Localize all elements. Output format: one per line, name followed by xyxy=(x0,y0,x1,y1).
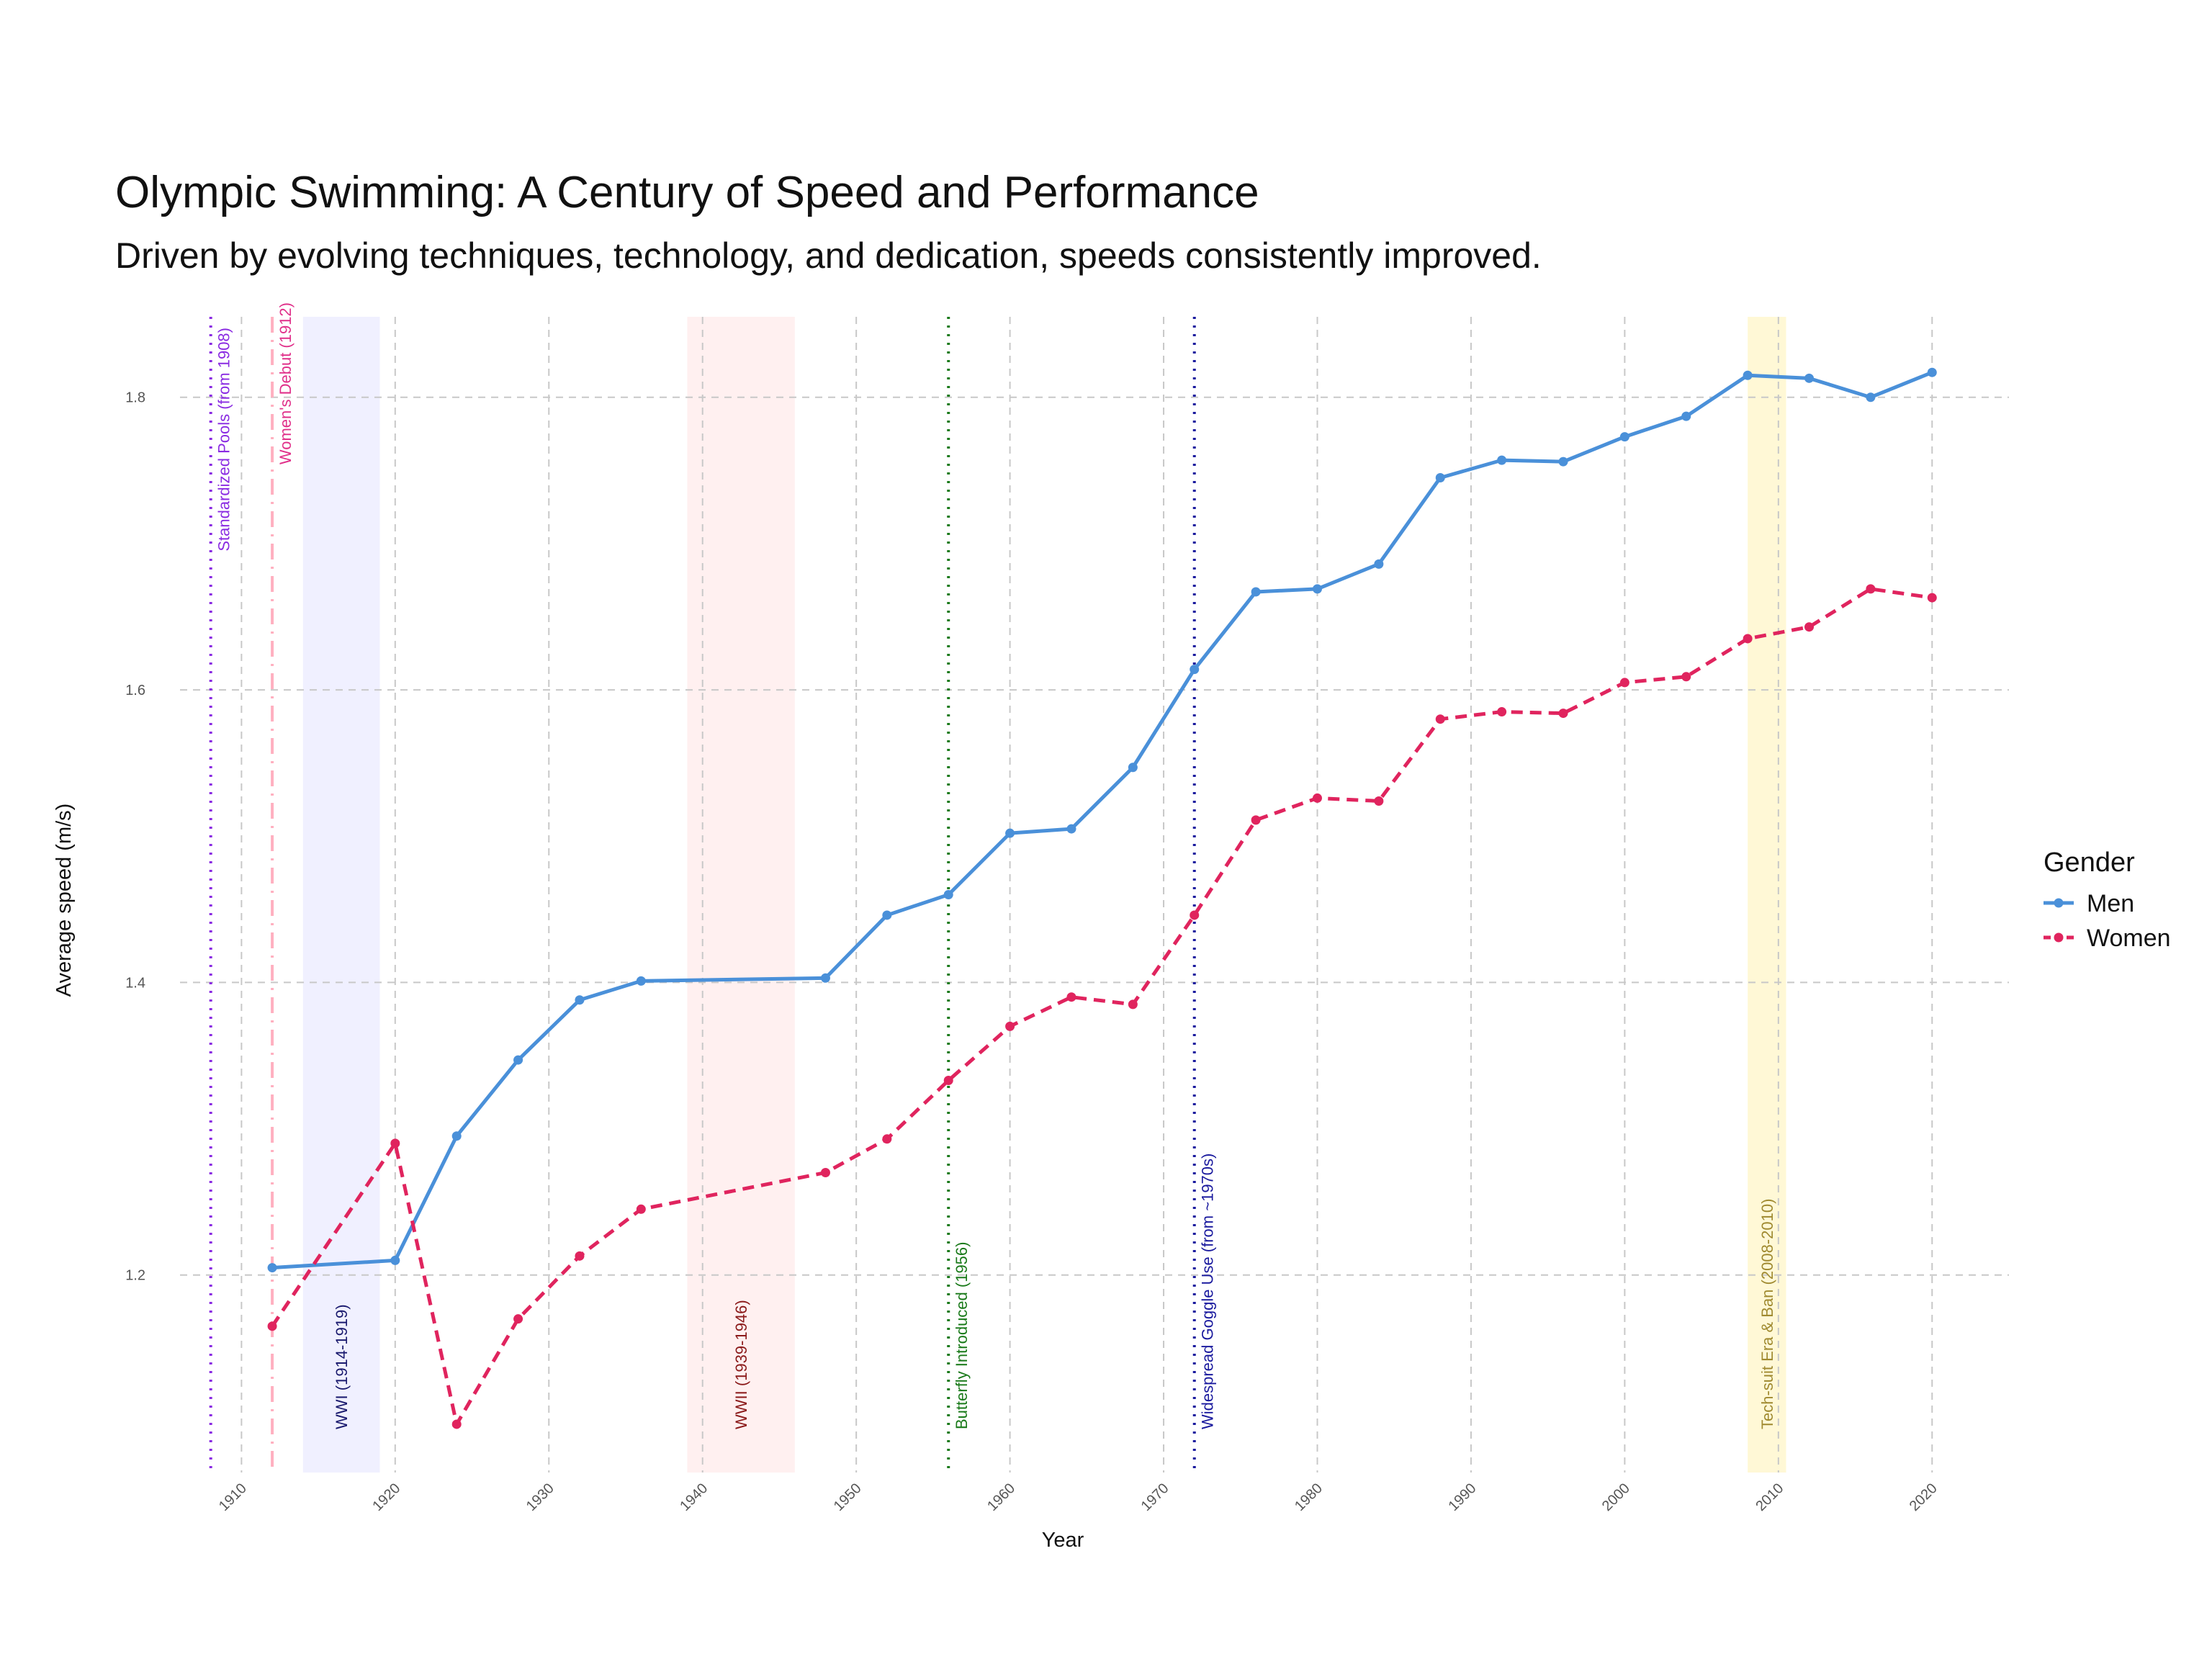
period-label-1: WWII (1939-1946) xyxy=(732,1300,750,1429)
data-series xyxy=(267,367,1937,1429)
period-label-2: Tech-suit Era & Ban (2008-2010) xyxy=(1758,1199,1776,1429)
annotation-label-1: Women's Debut (1912) xyxy=(276,302,295,464)
data-point-women-1964 xyxy=(1066,992,1076,1002)
x-axis-label: Year xyxy=(1042,1529,1084,1552)
annotation-label-0: Standardized Pools (from 1908) xyxy=(215,328,233,552)
y-tick-label-0: 1.2 xyxy=(125,1268,145,1284)
data-point-women-1924 xyxy=(451,1419,462,1429)
shaded-period-2 xyxy=(1748,317,1786,1473)
data-point-women-2000 xyxy=(1619,678,1629,688)
y-tick-label-3: 1.8 xyxy=(125,390,145,406)
data-point-men-2020 xyxy=(1927,367,1937,377)
data-point-men-2012 xyxy=(1804,373,1815,383)
data-point-men-1984 xyxy=(1374,559,1384,569)
annotation-lines xyxy=(209,317,1196,1473)
period-label-0: WWI (1914-1919) xyxy=(333,1304,351,1429)
data-point-men-1952 xyxy=(882,910,892,920)
data-point-women-1968 xyxy=(1128,999,1138,1010)
annotation-labels: WWI (1914-1919) WWII (1939-1946) Tech-suit… xyxy=(215,302,1776,1429)
data-point-men-2000 xyxy=(1619,432,1629,442)
annotation-label-3: Widespread Goggle Use (from ~1970s) xyxy=(1199,1154,1217,1429)
series-line-women xyxy=(270,587,1933,1426)
x-tick-label-1930: 1930 xyxy=(523,1480,557,1514)
legend-label-men: Men xyxy=(2087,890,2134,917)
data-point-men-1992 xyxy=(1497,455,1507,465)
data-point-women-1988 xyxy=(1435,714,1445,724)
data-point-men-1996 xyxy=(1558,457,1568,467)
data-point-women-1980 xyxy=(1312,793,1322,803)
y-tick-label-2: 1.6 xyxy=(125,683,145,698)
data-point-women-1932 xyxy=(575,1251,585,1261)
data-point-women-1956 xyxy=(943,1076,953,1086)
x-tick-label-1940: 1940 xyxy=(677,1480,711,1514)
data-point-men-1980 xyxy=(1312,584,1322,594)
x-tick-label-2000: 2000 xyxy=(1599,1480,1633,1514)
data-point-women-1976 xyxy=(1251,815,1261,825)
shaded-period-0 xyxy=(302,317,380,1473)
data-point-men-1936 xyxy=(636,976,646,986)
data-point-women-1972 xyxy=(1190,910,1200,920)
data-point-women-1920 xyxy=(390,1138,400,1148)
x-tick-label-2020: 2020 xyxy=(1907,1480,1941,1514)
grid xyxy=(180,317,2009,1473)
data-point-women-1948 xyxy=(820,1168,830,1178)
data-point-men-1948 xyxy=(820,973,830,983)
x-tick-label-1960: 1960 xyxy=(984,1480,1018,1514)
data-point-men-1988 xyxy=(1435,472,1445,482)
chart-subtitle: Driven by evolving techniques, technolog… xyxy=(115,235,1542,276)
x-tick-label-2010: 2010 xyxy=(1753,1480,1786,1514)
data-point-men-1924 xyxy=(451,1131,462,1141)
data-point-women-1992 xyxy=(1497,707,1507,717)
legend-title: Gender xyxy=(2044,848,2135,878)
data-point-women-2016 xyxy=(1866,584,1876,594)
data-point-women-1960 xyxy=(1005,1021,1015,1031)
annotation-label-2: Butterfly Introduced (1956) xyxy=(953,1242,971,1429)
data-point-women-1928 xyxy=(513,1314,523,1324)
data-point-men-1964 xyxy=(1066,824,1076,834)
data-point-men-1956 xyxy=(943,890,953,899)
data-point-men-2008 xyxy=(1743,370,1753,380)
data-point-men-1976 xyxy=(1251,587,1261,597)
shaded-periods xyxy=(302,317,1786,1473)
data-point-men-2004 xyxy=(1681,411,1691,421)
legend-key-men xyxy=(2044,898,2074,908)
x-tick-label-1990: 1990 xyxy=(1445,1480,1479,1514)
data-point-men-2016 xyxy=(1866,392,1876,403)
legend-swatch-point-0 xyxy=(2054,898,2064,908)
data-point-men-1928 xyxy=(513,1055,523,1065)
x-tick-label-1970: 1970 xyxy=(1138,1480,1172,1514)
shaded-period-1 xyxy=(687,317,795,1473)
data-point-women-1912 xyxy=(267,1321,277,1331)
legend-key-women xyxy=(2044,932,2074,943)
data-point-women-1936 xyxy=(636,1204,646,1214)
data-point-women-2008 xyxy=(1743,634,1753,644)
x-tick-label-1950: 1950 xyxy=(831,1480,865,1514)
data-point-women-1984 xyxy=(1374,796,1384,806)
y-axis-ticks: 1.2 1.4 1.6 1.8 xyxy=(125,390,145,1284)
x-axis-ticks: 1910 1920 1930 1940 1950 1960 1970 1980 1990 2000… xyxy=(216,1480,1941,1514)
series-line-men xyxy=(271,370,1933,1270)
data-point-men-1968 xyxy=(1128,763,1138,773)
data-point-women-1996 xyxy=(1558,709,1568,719)
legend: Gender Men Women xyxy=(2044,848,2171,952)
y-tick-label-1: 1.4 xyxy=(125,975,145,991)
data-point-women-2020 xyxy=(1927,593,1937,603)
legend-swatch-point-1 xyxy=(2054,932,2064,943)
x-tick-label-1910: 1910 xyxy=(216,1480,250,1514)
chart-title: Olympic Swimming: A Century of Speed and… xyxy=(115,168,1259,217)
x-tick-label-1980: 1980 xyxy=(1292,1480,1326,1514)
data-point-women-2004 xyxy=(1681,672,1691,682)
data-point-men-1920 xyxy=(390,1255,400,1265)
data-point-men-1912 xyxy=(267,1263,277,1273)
data-point-men-1972 xyxy=(1190,665,1200,675)
data-point-men-1960 xyxy=(1005,828,1015,838)
y-axis-label: Average speed (m/s) xyxy=(53,804,76,997)
data-point-men-1932 xyxy=(575,995,585,1005)
data-point-women-2012 xyxy=(1804,622,1815,632)
x-tick-label-1920: 1920 xyxy=(369,1480,403,1514)
data-point-women-1952 xyxy=(882,1134,892,1144)
legend-label-women: Women xyxy=(2087,925,2171,952)
